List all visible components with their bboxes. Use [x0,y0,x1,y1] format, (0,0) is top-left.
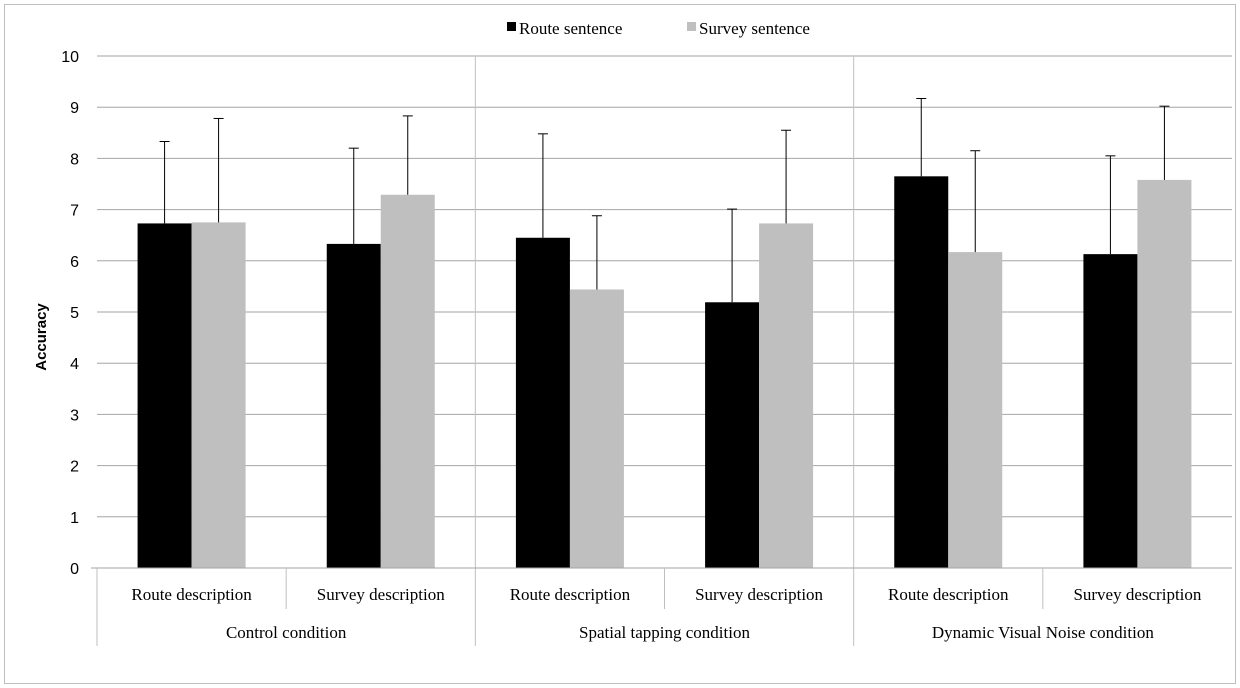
y-tick-label: 10 [61,49,79,66]
y-tick-label: 7 [70,203,79,220]
bar-survey-sentence [1137,179,1192,569]
bar-survey-sentence [191,222,246,568]
y-axis-label: Accuracy [33,303,50,371]
x-category-label: Route description [888,585,1009,604]
group-separators [474,56,855,646]
bar-route-sentence [326,243,381,569]
bar-survey-sentence [569,289,624,568]
y-tick-labels: 0 1 2 3 4 5 6 7 8 9 10 [61,49,79,578]
bar-survey-sentence [948,252,1003,568]
x-group-label: Control condition [226,623,347,642]
x-group-label: Spatial tapping condition [579,623,750,642]
bar-route-sentence [1083,254,1138,569]
x-category-labels: Route description Survey description Route… [131,585,1202,604]
x-category-label: Survey description [1073,585,1201,604]
chart-frame [4,4,1236,684]
legend-label-survey: Survey sentence [699,19,810,38]
y-tick-label: 2 [70,459,79,476]
legend: Route sentence Survey sentence [507,19,810,38]
y-tick-label: 5 [70,305,79,322]
x-category-label: Route description [510,585,631,604]
bar-route-sentence [894,176,949,568]
bar-route-sentence [705,302,760,568]
bar-route-sentence [515,237,570,568]
x-category-label: Survey description [317,585,445,604]
y-tick-label: 8 [70,151,79,168]
legend-label-route: Route sentence [519,19,622,38]
legend-swatch-survey [687,22,696,31]
y-tick-label: 9 [70,100,79,117]
y-tick-label: 0 [70,561,79,578]
bars [137,176,1192,569]
x-category-label: Survey description [695,585,823,604]
bar-survey-sentence [380,194,435,568]
axes [91,567,1232,646]
y-tick-label: 4 [70,356,79,373]
legend-swatch-route [507,22,516,31]
y-tick-label: 3 [70,407,79,424]
error-bars [159,97,1170,303]
bar-route-sentence [137,223,192,568]
x-category-label: Route description [131,585,252,604]
bar-survey-sentence [759,223,814,568]
x-group-labels: Control condition Spatial tapping conditi… [226,623,1154,642]
y-tick-label: 1 [70,510,79,527]
x-group-label: Dynamic Visual Noise condition [932,623,1154,642]
y-tick-label: 6 [70,254,79,271]
gridlines [97,55,1232,518]
